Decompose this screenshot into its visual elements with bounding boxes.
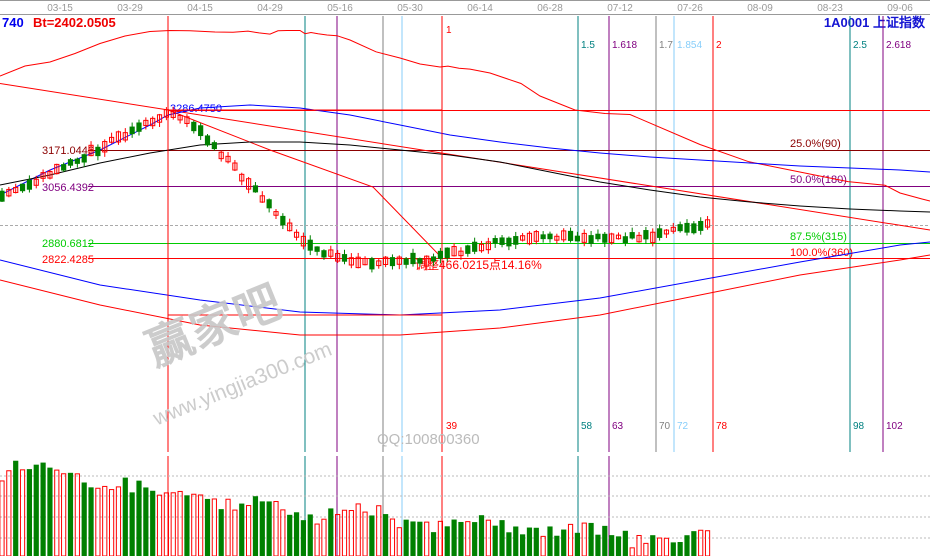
svg-text:3056.4392: 3056.4392 — [42, 182, 94, 194]
svg-text:08-23: 08-23 — [817, 3, 843, 14]
svg-text:740: 740 — [2, 15, 24, 30]
svg-text:Bt=2402.0505: Bt=2402.0505 — [33, 15, 116, 30]
svg-text:1.618: 1.618 — [612, 40, 637, 51]
svg-text:2.618: 2.618 — [886, 40, 911, 51]
svg-text:98: 98 — [853, 421, 865, 432]
svg-text:78: 78 — [716, 421, 728, 432]
svg-text:04-29: 04-29 — [257, 3, 283, 14]
svg-text:09-06: 09-06 — [887, 3, 913, 14]
svg-text:03-15: 03-15 — [47, 3, 73, 14]
svg-text:07-12: 07-12 — [607, 3, 633, 14]
svg-text:72: 72 — [677, 421, 689, 432]
svg-text:1: 1 — [446, 25, 452, 36]
svg-text:25.0%(90): 25.0%(90) — [790, 138, 841, 150]
svg-text:07-26: 07-26 — [677, 3, 703, 14]
svg-text:06-14: 06-14 — [467, 3, 493, 14]
svg-text:03-29: 03-29 — [117, 3, 143, 14]
svg-text:2.5: 2.5 — [853, 40, 867, 51]
svg-text:2: 2 — [716, 40, 722, 51]
svg-text:QQ:100800360: QQ:100800360 — [377, 431, 480, 448]
svg-text:87.5%(315): 87.5%(315) — [790, 231, 847, 243]
svg-text:70: 70 — [659, 421, 671, 432]
svg-text:2880.6812: 2880.6812 — [42, 238, 94, 250]
svg-text:2822.4285: 2822.4285 — [42, 254, 94, 266]
svg-text:1A0001 上证指数: 1A0001 上证指数 — [824, 15, 926, 30]
svg-text:05-16: 05-16 — [327, 3, 353, 14]
svg-text:100.0%(360): 100.0%(360) — [790, 247, 853, 259]
svg-text:08-09: 08-09 — [747, 3, 773, 14]
svg-text:05-30: 05-30 — [397, 3, 423, 14]
svg-text:1.854: 1.854 — [677, 40, 702, 51]
svg-text:06-28: 06-28 — [537, 3, 563, 14]
svg-text:1.7: 1.7 — [659, 40, 673, 51]
svg-text:63: 63 — [612, 421, 624, 432]
svg-text:04-15: 04-15 — [187, 3, 213, 14]
svg-text:1.5: 1.5 — [581, 40, 595, 51]
svg-text:102: 102 — [886, 421, 903, 432]
svg-text:58: 58 — [581, 421, 593, 432]
